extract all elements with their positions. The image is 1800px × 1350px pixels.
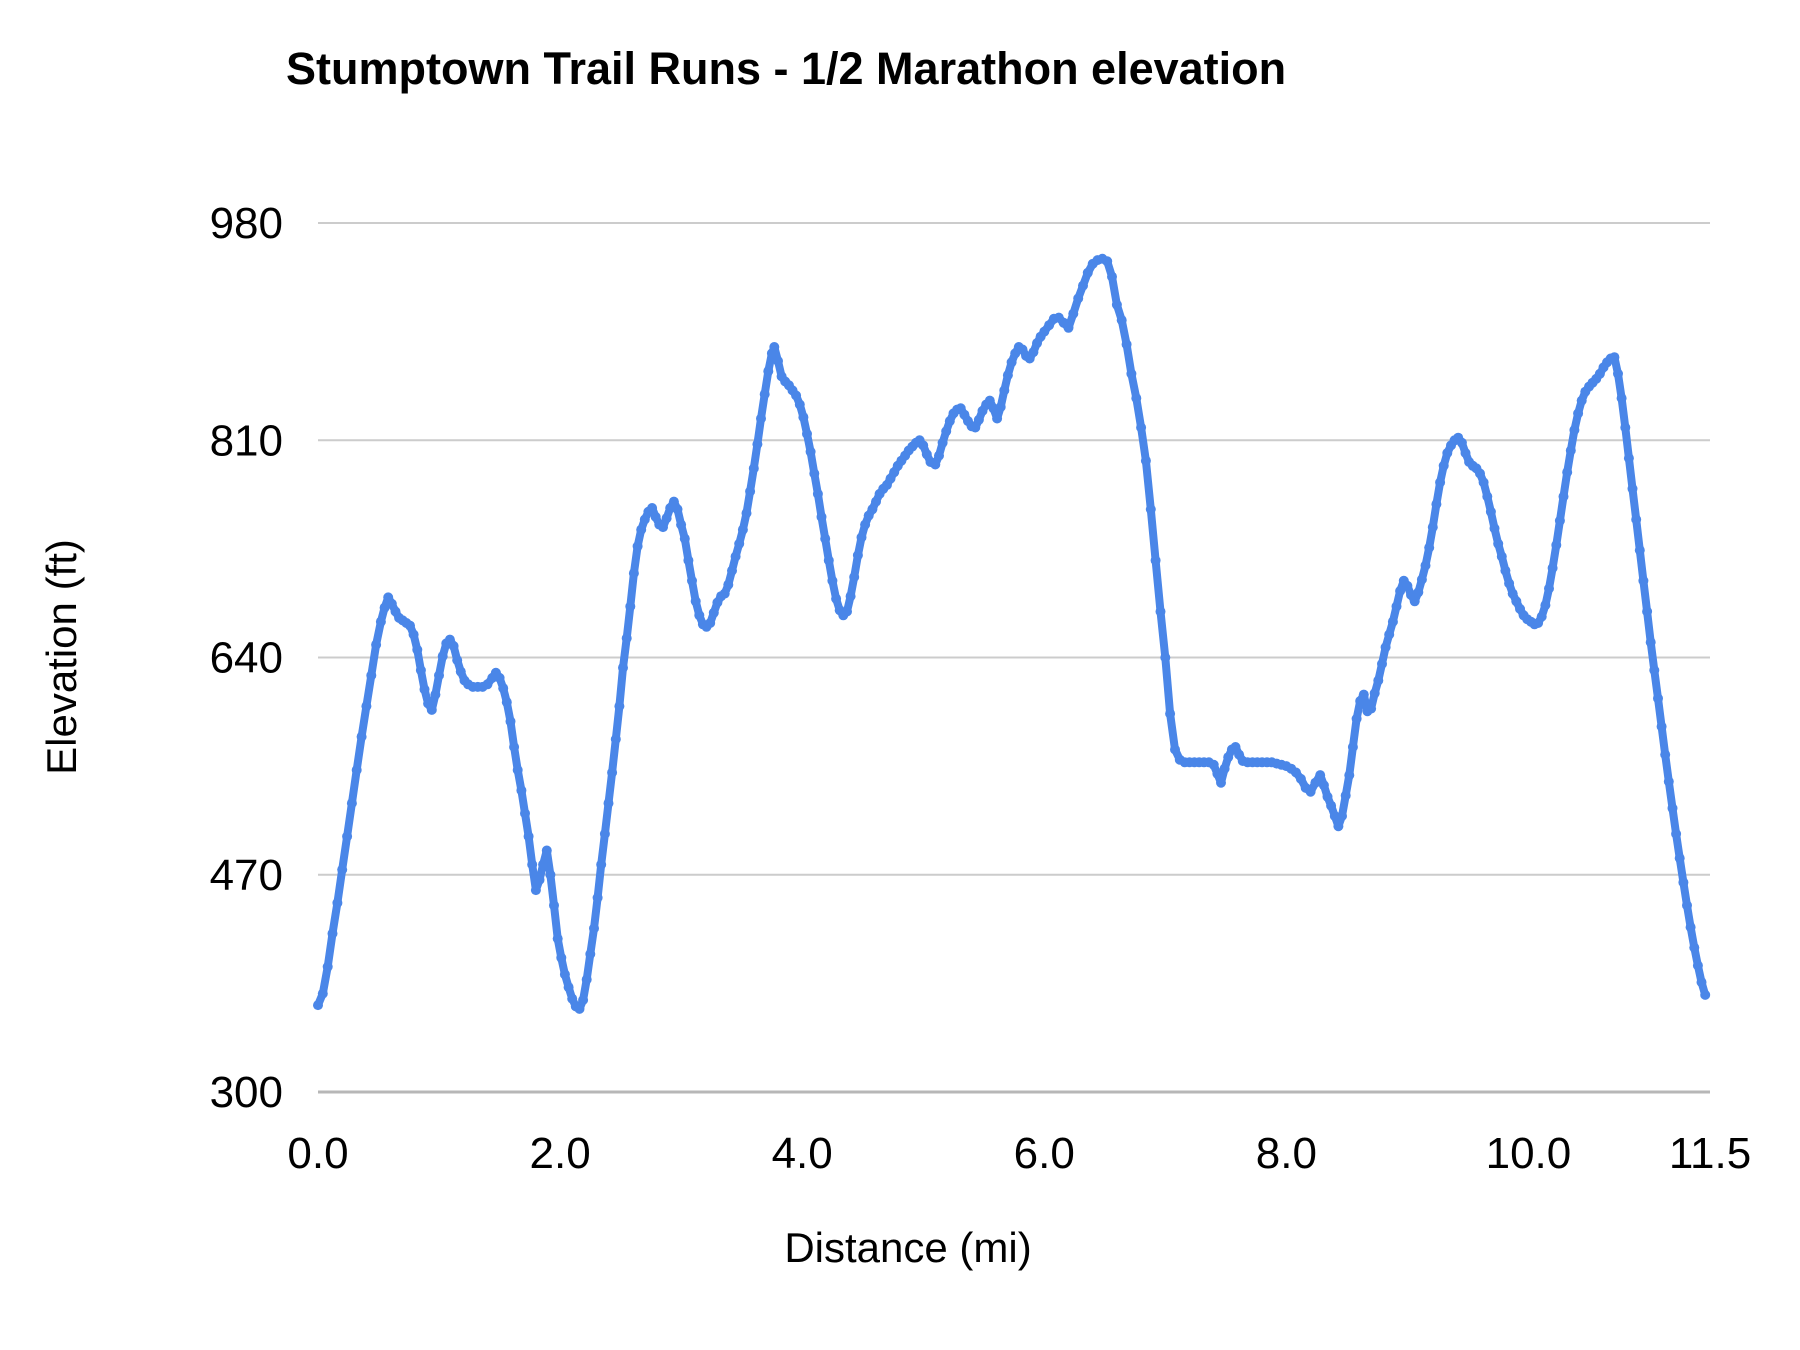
elevation-points xyxy=(313,253,1711,1014)
x-tick-label: 2.0 xyxy=(530,1129,591,1178)
y-axis-title: Elevation (ft) xyxy=(38,539,85,775)
elevation-line xyxy=(314,254,1710,1013)
x-tick-label: 0.0 xyxy=(287,1129,348,1178)
y-tick-label: 640 xyxy=(210,634,283,683)
x-axis-title: Distance (mi) xyxy=(784,1224,1031,1271)
x-tick-label: 4.0 xyxy=(772,1129,833,1178)
series-group xyxy=(313,253,1711,1014)
x-tick-label: 6.0 xyxy=(1014,1129,1075,1178)
x-tick-label: 8.0 xyxy=(1256,1129,1317,1178)
y-tick-label: 470 xyxy=(210,851,283,900)
y-tick-labels: 300 470 640 810 980 xyxy=(210,199,283,1117)
x-tick-labels: 0.0 2.0 4.0 6.0 8.0 10.0 11.5 xyxy=(287,1129,1751,1178)
x-tick-label: 10.0 xyxy=(1486,1129,1572,1178)
x-tick-label: 11.5 xyxy=(1669,1129,1751,1178)
y-tick-label: 980 xyxy=(210,199,283,248)
y-tick-label: 300 xyxy=(210,1068,283,1117)
y-tick-label: 810 xyxy=(210,416,283,465)
chart-title: Stumptown Trail Runs - 1/2 Marathon elev… xyxy=(286,43,1286,94)
